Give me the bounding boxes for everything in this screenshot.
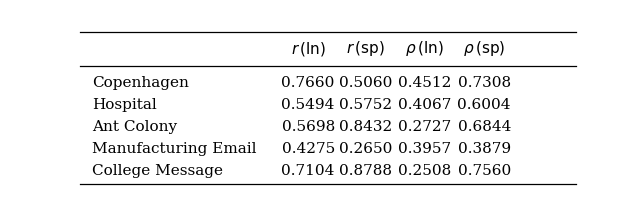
Text: 0.5698: 0.5698 (282, 120, 335, 134)
Text: $r$$\,\mathrm{(ln)}$: $r$$\,\mathrm{(ln)}$ (291, 40, 326, 58)
Text: 0.2650: 0.2650 (339, 142, 392, 156)
Text: 0.4067: 0.4067 (398, 98, 451, 112)
Text: College Message: College Message (92, 164, 223, 178)
Text: 0.3957: 0.3957 (398, 142, 451, 156)
Text: 0.4512: 0.4512 (398, 76, 451, 91)
Text: 0.8788: 0.8788 (339, 164, 392, 178)
Text: Manufacturing Email: Manufacturing Email (92, 142, 257, 156)
Text: 0.8432: 0.8432 (339, 120, 392, 134)
Text: Ant Colony: Ant Colony (92, 120, 177, 134)
Text: $r$$\,\mathrm{(sp)}$: $r$$\,\mathrm{(sp)}$ (346, 39, 385, 58)
Text: 0.5494: 0.5494 (282, 98, 335, 112)
Text: $\rho$$\,\mathrm{(sp)}$: $\rho$$\,\mathrm{(sp)}$ (463, 39, 506, 58)
Text: 0.7660: 0.7660 (282, 76, 335, 91)
Text: 0.2727: 0.2727 (398, 120, 451, 134)
Text: 0.5060: 0.5060 (339, 76, 392, 91)
Text: $\rho$$\,\mathrm{(ln)}$: $\rho$$\,\mathrm{(ln)}$ (405, 39, 444, 58)
Text: 0.7560: 0.7560 (458, 164, 511, 178)
Text: 0.2508: 0.2508 (398, 164, 451, 178)
Text: Copenhagen: Copenhagen (92, 76, 189, 91)
Text: Hospital: Hospital (92, 98, 157, 112)
Text: 0.7308: 0.7308 (458, 76, 511, 91)
Text: 0.5752: 0.5752 (339, 98, 392, 112)
Text: 0.3879: 0.3879 (458, 142, 511, 156)
Text: 0.7104: 0.7104 (282, 164, 335, 178)
Text: 0.6004: 0.6004 (458, 98, 511, 112)
Text: 0.4275: 0.4275 (282, 142, 335, 156)
Text: 0.6844: 0.6844 (458, 120, 511, 134)
